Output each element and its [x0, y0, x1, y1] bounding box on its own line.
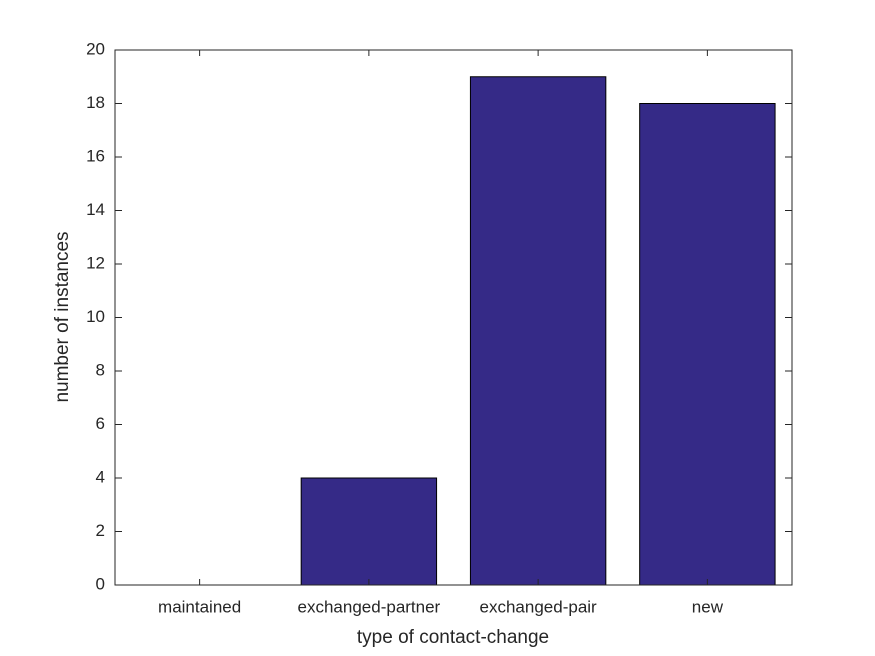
- x-axis-label: type of contact-change: [357, 627, 549, 648]
- y-axis-label: number of instances: [52, 231, 73, 402]
- y-tick-label: 6: [96, 414, 105, 433]
- y-tick-label: 10: [86, 307, 105, 326]
- x-tick-label: maintained: [158, 597, 241, 616]
- x-tick-label: exchanged-pair: [480, 597, 598, 616]
- x-tick-label: new: [692, 597, 724, 616]
- x-tick-label: exchanged-partner: [298, 597, 441, 616]
- bar: [469, 76, 607, 586]
- y-tick-label: 2: [96, 521, 105, 540]
- y-tick-label: 14: [86, 200, 105, 219]
- y-tick-label: 8: [96, 360, 105, 379]
- y-tick-label: 16: [86, 146, 105, 165]
- bar: [639, 103, 776, 586]
- y-tick-label: 4: [96, 467, 105, 486]
- y-tick-label: 18: [86, 93, 105, 112]
- y-tick-label: 0: [96, 574, 105, 593]
- bar: [300, 477, 438, 586]
- y-tick-label: 20: [86, 39, 105, 58]
- y-tick-label: 12: [86, 253, 105, 272]
